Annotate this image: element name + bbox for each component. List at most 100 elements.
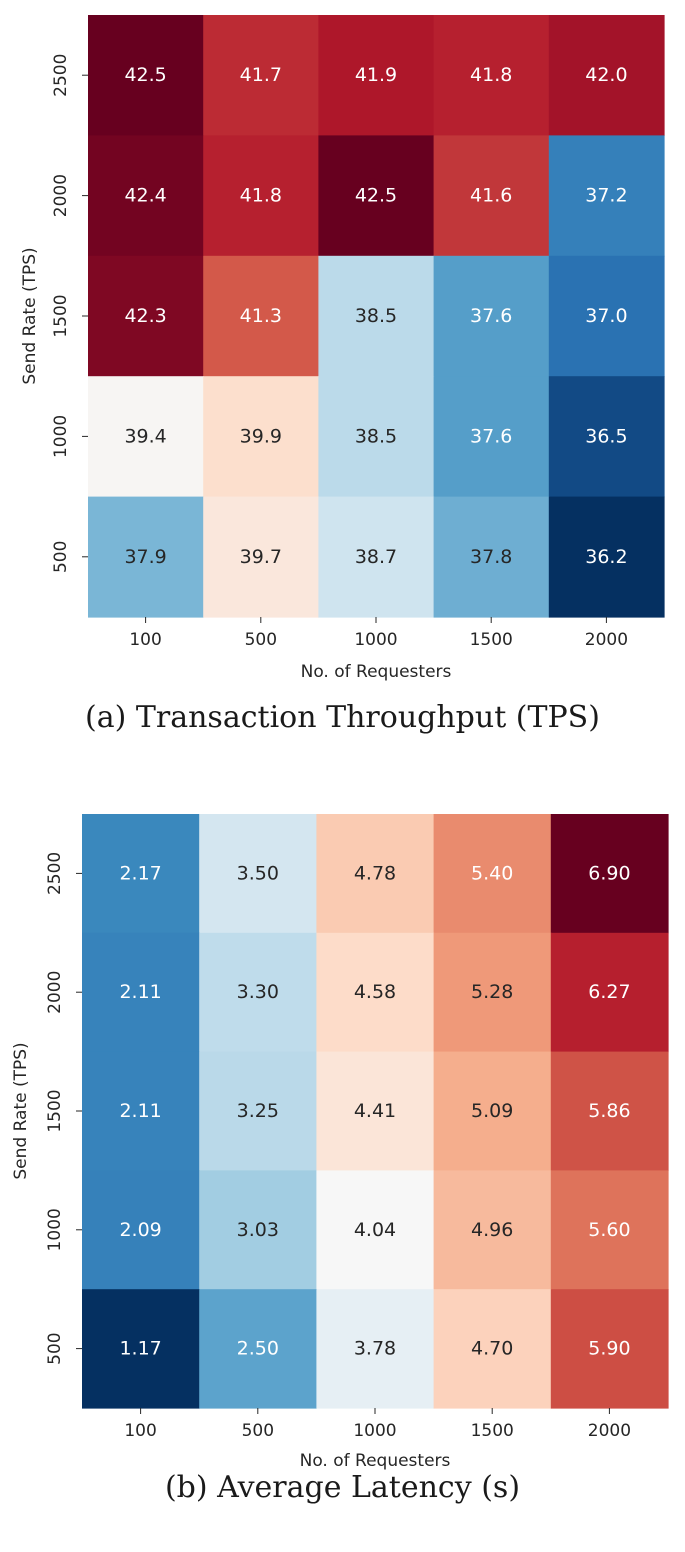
throughput-cell [433, 135, 550, 257]
throughput-y-tick-label: 1000 [51, 415, 71, 458]
throughput-heatmap: 42.5 41.7 41.9 41.8 42.0 42.4 41.8 42.5 41.6 37.2… [20, 15, 665, 682]
throughput-cell-value: 36.2 [585, 546, 627, 568]
throughput-cell-value: 38.7 [355, 546, 397, 568]
latency-cell-value: 1.17 [119, 1338, 161, 1360]
latency-cell-value: 5.40 [471, 862, 513, 884]
latency-cell-value: 3.30 [237, 981, 279, 1003]
throughput-y-axis-title: Send Rate (TPS) [20, 247, 40, 384]
latency-cell-value: 3.25 [237, 1100, 279, 1122]
latency-x-tick-label: 100 [124, 1421, 156, 1441]
latency-cell-value: 2.11 [119, 1100, 161, 1122]
latency-cell [316, 1289, 435, 1409]
latency-cell [199, 1289, 317, 1409]
throughput-cell [88, 135, 204, 257]
throughput-x-tick-label: 1500 [470, 630, 513, 650]
throughput-cell-value: 37.2 [585, 185, 627, 207]
latency-cell-value: 4.41 [354, 1100, 396, 1122]
latency-cell-value: 4.70 [471, 1338, 513, 1360]
throughput-cell [548, 15, 665, 136]
throughput-cell [203, 376, 319, 498]
throughput-cell-value: 38.5 [355, 305, 397, 327]
latency-cell [433, 814, 552, 934]
latency-cell-value: 5.60 [588, 1219, 630, 1241]
throughput-cell [433, 255, 550, 377]
latency-cell-value: 5.86 [588, 1100, 630, 1122]
latency-cell-value: 3.03 [237, 1219, 279, 1241]
throughput-cell [88, 255, 204, 377]
latency-cell-value: 5.09 [471, 1100, 513, 1122]
throughput-cell-value: 42.0 [585, 64, 627, 86]
latency-cell-value: 5.90 [588, 1338, 630, 1360]
latency-y-tick-label: 2000 [45, 971, 65, 1014]
throughput-cell [548, 135, 665, 257]
throughput-cell [433, 376, 550, 498]
throughput-cell [203, 496, 319, 618]
throughput-cell-value: 36.5 [585, 425, 627, 447]
throughput-cell-value: 37.0 [585, 305, 627, 327]
throughput-cell [203, 255, 319, 377]
throughput-cell [318, 135, 435, 257]
throughput-cell-value: 41.3 [240, 305, 282, 327]
throughput-cell-value: 41.7 [240, 64, 282, 86]
throughput-cell-value: 41.6 [470, 185, 512, 207]
throughput-cell [433, 15, 550, 136]
latency-cell [316, 814, 435, 934]
throughput-cell [318, 255, 435, 377]
throughput-cell-value: 39.9 [240, 425, 282, 447]
latency-cell [550, 1051, 669, 1171]
throughput-cell-value: 42.5 [355, 185, 397, 207]
throughput-figure: 42.5 41.7 41.9 41.8 42.0 42.4 41.8 42.5 41.6 37.2… [0, 0, 685, 770]
throughput-cell-value: 37.6 [470, 425, 512, 447]
throughput-y-tick-label: 2000 [51, 174, 71, 217]
latency-cell-value: 3.50 [237, 862, 279, 884]
latency-cell [433, 1170, 552, 1290]
throughput-y-tick-label: 500 [51, 541, 71, 573]
latency-x-tick-label: 1500 [471, 1421, 514, 1441]
throughput-cell-value: 42.4 [124, 185, 166, 207]
latency-cell [550, 1289, 669, 1409]
latency-y-tick-label: 500 [45, 1332, 65, 1364]
throughput-y-tick-label: 2500 [51, 54, 71, 97]
latency-cell [199, 932, 317, 1053]
latency-y-tick-label: 1500 [45, 1089, 65, 1132]
throughput-x-tick-label: 1000 [354, 630, 397, 650]
latency-cell-value: 6.27 [588, 981, 630, 1003]
throughput-cell [318, 496, 435, 618]
latency-y-tick-label: 1000 [45, 1208, 65, 1251]
latency-cell-value: 4.58 [354, 981, 396, 1003]
latency-cell-value: 2.17 [119, 862, 161, 884]
throughput-cell-value: 42.5 [124, 64, 166, 86]
latency-cell [433, 932, 552, 1053]
throughput-cell [88, 15, 204, 136]
throughput-cell-value: 41.9 [355, 64, 397, 86]
latency-cell [82, 932, 200, 1053]
latency-caption: (b) Average Latency (s) [164, 1470, 521, 1505]
latency-figure: 2.17 3.50 4.78 5.40 6.90 2.11 3.30 4.58 5.28 6.27… [0, 770, 685, 1552]
throughput-cell [88, 496, 204, 618]
throughput-cell [433, 496, 550, 618]
latency-x-axis-title: No. of Requesters [300, 1451, 451, 1470]
throughput-x-tick-label: 100 [129, 630, 161, 650]
latency-cell [316, 1170, 435, 1290]
latency-cell [550, 932, 669, 1053]
latency-y-tick-label: 2500 [45, 852, 65, 895]
throughput-cell [548, 376, 665, 498]
latency-cell [433, 1289, 552, 1409]
latency-x-tick-label: 2000 [588, 1421, 631, 1441]
throughput-cell-value: 37.8 [470, 546, 512, 568]
latency-y-axis-title: Send Rate (TPS) [11, 1042, 31, 1179]
throughput-caption: (a) Transaction Throughput (TPS) [85, 700, 600, 735]
latency-cell-value: 6.90 [588, 862, 630, 884]
throughput-cell-value: 41.8 [470, 64, 512, 86]
latency-cell-value: 4.96 [471, 1219, 513, 1241]
throughput-cell [318, 15, 435, 136]
throughput-y-tick-label: 1500 [51, 294, 71, 337]
throughput-cell-value: 42.3 [124, 305, 166, 327]
latency-x-tick-label: 1000 [353, 1421, 396, 1441]
latency-cell-value: 5.28 [471, 981, 513, 1003]
throughput-cell-value: 37.6 [470, 305, 512, 327]
latency-cell [316, 1051, 435, 1171]
latency-cell [550, 1170, 669, 1290]
latency-x-tick-label: 500 [242, 1421, 274, 1441]
throughput-cell-value: 41.8 [240, 185, 282, 207]
